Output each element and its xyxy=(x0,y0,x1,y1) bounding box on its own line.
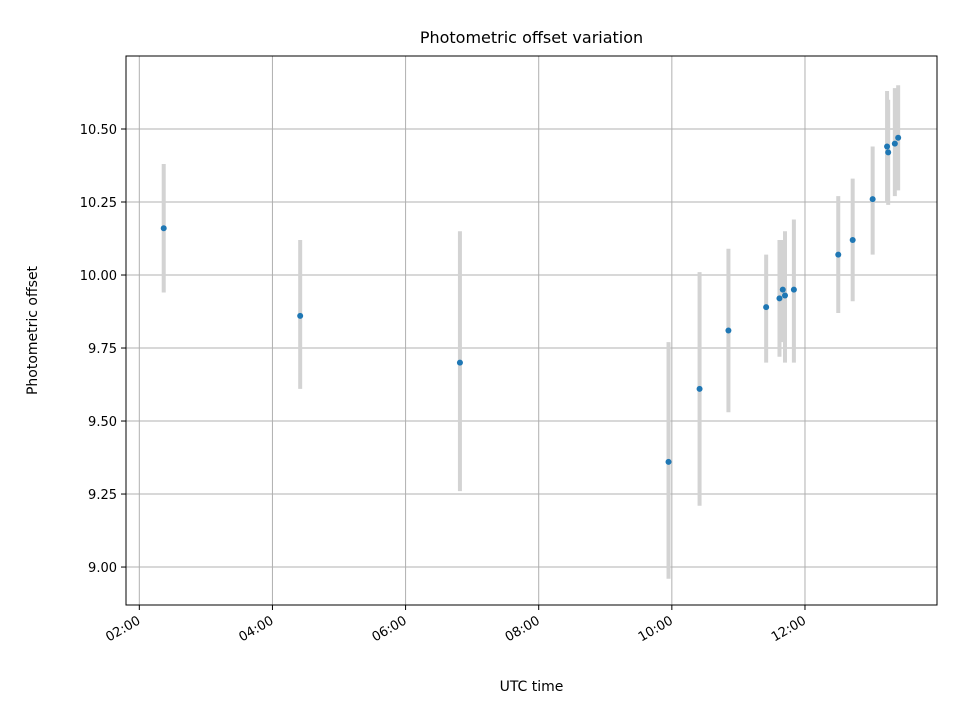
data-point xyxy=(776,295,783,302)
data-point xyxy=(665,458,672,465)
y-tick-label: 10.50 xyxy=(80,123,117,138)
plot-frame xyxy=(125,55,938,606)
chart-title: Photometric offset variation xyxy=(420,28,643,47)
data-points xyxy=(160,134,902,465)
data-point xyxy=(884,143,891,150)
y-tick-label: 9.75 xyxy=(88,342,117,357)
y-tick-label: 9.25 xyxy=(88,488,117,503)
y-tick-label: 10.00 xyxy=(80,269,117,284)
data-point xyxy=(160,225,167,232)
y-tick-label: 9.00 xyxy=(88,561,117,576)
data-point xyxy=(456,359,463,366)
data-point xyxy=(790,286,797,293)
data-point xyxy=(869,196,876,203)
y-tick-label: 9.50 xyxy=(88,415,117,430)
y-axis-label: Photometric offset xyxy=(25,265,41,395)
y-axis-ticks: 9.00 9.25 9.50 9.75 10.00 10.25 10.50 xyxy=(80,123,126,576)
data-point xyxy=(895,134,902,141)
y-tick-label: 10.25 xyxy=(80,196,117,211)
data-point xyxy=(849,236,856,243)
grid-lines xyxy=(126,56,937,605)
data-point xyxy=(885,149,892,156)
data-point xyxy=(725,327,732,334)
data-point xyxy=(696,385,703,392)
data-point xyxy=(779,286,786,293)
data-point xyxy=(835,251,842,258)
data-point xyxy=(782,292,789,299)
x-axis-label: UTC time xyxy=(500,679,564,695)
data-point xyxy=(891,140,898,147)
data-point xyxy=(297,312,304,319)
data-point xyxy=(763,304,770,311)
